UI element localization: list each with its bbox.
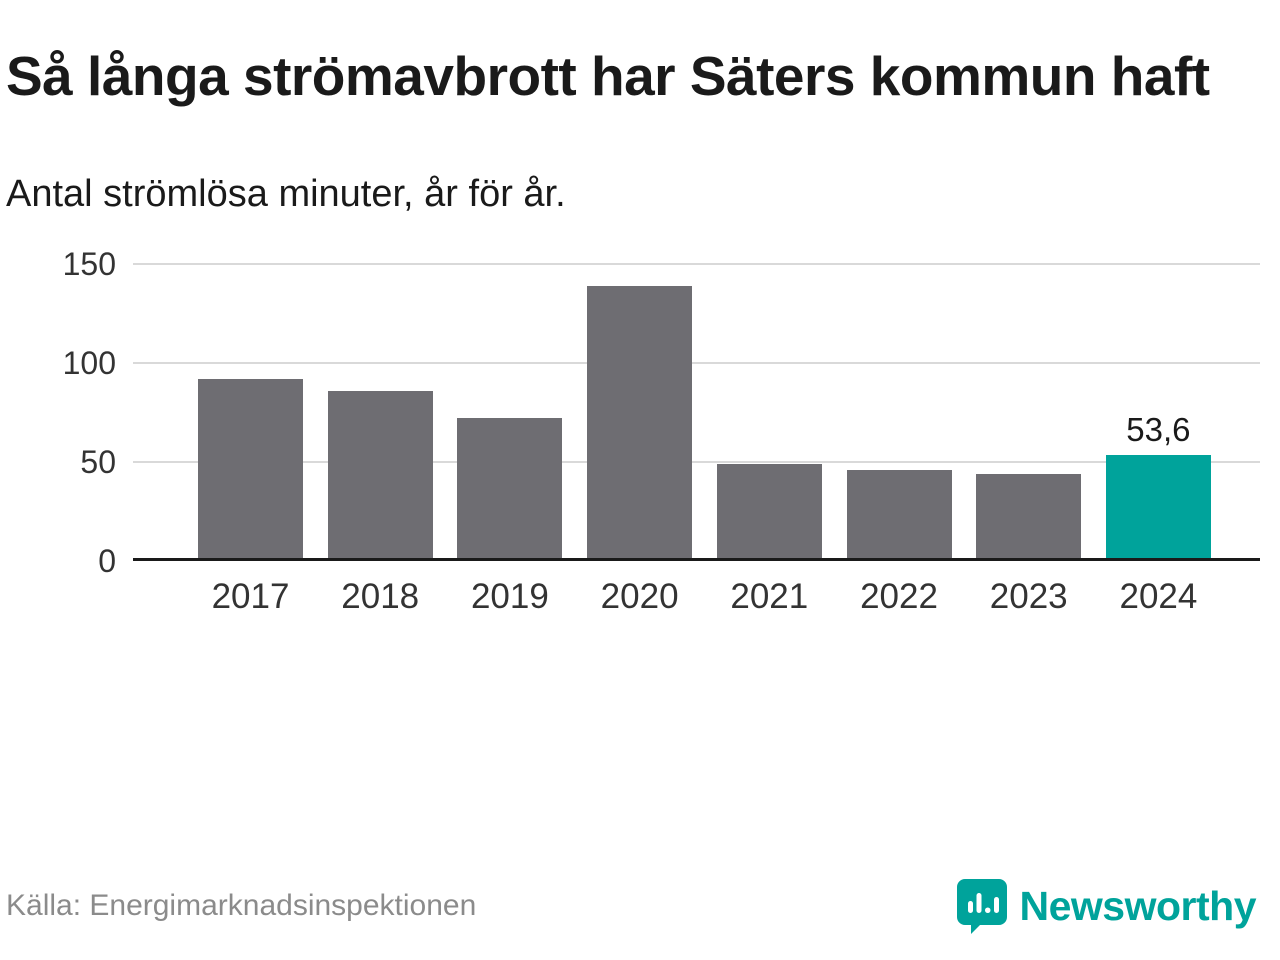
chart-subtitle: Antal strömlösa minuter, år för år. xyxy=(6,172,566,215)
plot-wrap: 53,6 xyxy=(133,262,1260,561)
x-tick-label-2017: 2017 xyxy=(211,576,290,616)
bar-2020 xyxy=(587,285,693,561)
bar-chart: 0 50 100 150 53,6 2017 2018 2019 2020 2021 2022 2… xyxy=(6,248,1260,617)
newsworthy-logo: Newsworthy xyxy=(956,878,1257,934)
newsworthy-badge-icon xyxy=(956,879,1007,934)
bar-value-label-2024: 53,6 xyxy=(1126,410,1191,448)
y-tick-label-50: 50 xyxy=(80,443,116,480)
gridline-50 xyxy=(133,460,1260,463)
bar-2021 xyxy=(716,463,822,561)
y-tick-label-150: 150 xyxy=(62,245,116,282)
x-tick-label-2024: 2024 xyxy=(1119,576,1198,616)
bar-2017 xyxy=(198,378,303,561)
bar-2018 xyxy=(327,390,433,561)
bar-group-2017 xyxy=(198,264,303,561)
x-axis-spacer xyxy=(6,577,133,617)
gridline-100 xyxy=(133,361,1260,364)
bar-group-2024: 53,6 xyxy=(1105,264,1211,561)
x-axis-line xyxy=(133,557,1260,561)
bar-group-2021 xyxy=(716,264,822,561)
x-axis-labels: 2017 2018 2019 2020 2021 2022 2023 2024 xyxy=(133,577,1260,617)
bar-2024 xyxy=(1105,454,1211,561)
gridline-150 xyxy=(133,262,1260,265)
bar-group-2020 xyxy=(587,264,693,561)
x-tick-label-2020: 2020 xyxy=(600,576,679,616)
bar-group-2018 xyxy=(327,264,433,561)
source-text: Källa: Energimarknadsinspektionen xyxy=(6,889,477,922)
footer: Källa: Energimarknadsinspektionen Newswo… xyxy=(6,878,1260,934)
plot-area: 53,6 xyxy=(133,264,1260,561)
bar-group-2023 xyxy=(976,264,1082,561)
chart-title: Så långa strömavbrott har Säters kommun … xyxy=(6,45,1210,107)
bar-2019 xyxy=(457,418,563,561)
bar-2022 xyxy=(846,469,952,561)
y-tick-label-100: 100 xyxy=(62,344,116,381)
x-tick-label-2022: 2022 xyxy=(860,576,938,616)
newsworthy-wordmark: Newsworthy xyxy=(1019,882,1257,929)
x-axis: 2017 2018 2019 2020 2021 2022 2023 2024 xyxy=(6,577,1260,617)
bar-2023 xyxy=(976,473,1082,561)
y-tick-label-0: 0 xyxy=(98,542,116,579)
x-tick-label-2019: 2019 xyxy=(470,576,549,616)
bar-group-2019 xyxy=(457,264,563,561)
x-tick-label-2023: 2023 xyxy=(989,576,1068,616)
x-tick-label-2021: 2021 xyxy=(730,576,809,616)
y-axis: 0 50 100 150 xyxy=(6,248,116,577)
x-tick-label-2018: 2018 xyxy=(341,576,420,616)
bar-group-2022 xyxy=(846,264,952,561)
